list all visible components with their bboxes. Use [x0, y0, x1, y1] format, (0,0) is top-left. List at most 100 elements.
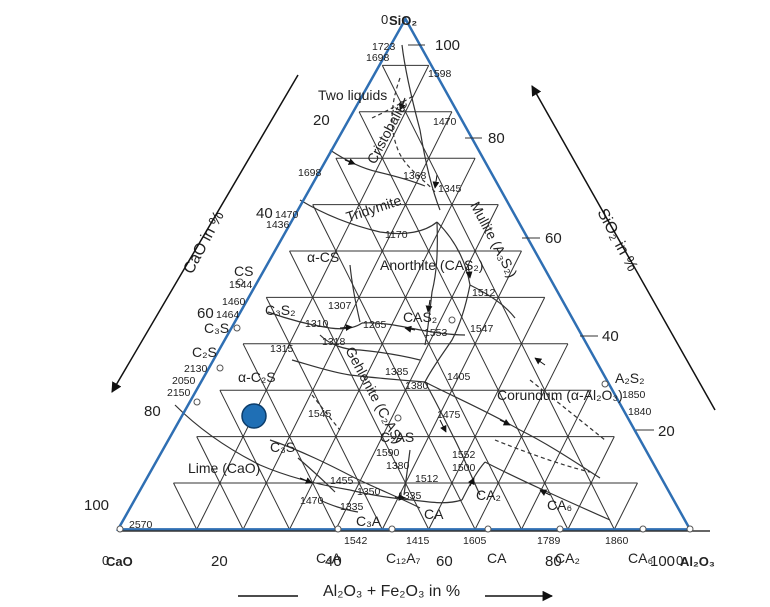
vertex-zero-top: 0: [381, 12, 388, 27]
svg-text:1405: 1405: [447, 371, 471, 383]
svg-text:1265: 1265: [363, 319, 387, 331]
svg-text:1470: 1470: [300, 495, 324, 507]
svg-text:1350: 1350: [357, 486, 381, 498]
svg-text:1345: 1345: [438, 183, 462, 195]
svg-text:1460: 1460: [222, 296, 246, 308]
svg-text:1470: 1470: [275, 209, 299, 221]
region-alpha-cs: α-CS: [307, 249, 339, 265]
svg-text:100: 100: [650, 553, 675, 570]
svg-text:1512: 1512: [415, 473, 439, 485]
svg-text:1789: 1789: [537, 535, 561, 547]
compound-c3s2: C₃S₂: [265, 302, 296, 318]
svg-text:1553: 1553: [424, 327, 448, 339]
svg-text:1368: 1368: [403, 170, 427, 182]
svg-text:1310: 1310: [305, 318, 329, 330]
svg-text:1545: 1545: [308, 408, 332, 420]
svg-text:1698: 1698: [298, 167, 322, 179]
svg-text:2130: 2130: [184, 363, 208, 375]
svg-text:80: 80: [488, 130, 505, 147]
svg-text:80: 80: [144, 403, 161, 420]
svg-text:1415: 1415: [406, 535, 430, 547]
region-tridymite: Tridymite: [344, 192, 403, 225]
compound-ca6: CA₆: [547, 497, 572, 513]
svg-text:1512: 1512: [472, 287, 496, 299]
svg-text:1552: 1552: [452, 449, 476, 461]
svg-text:100: 100: [84, 497, 109, 514]
flow-arrows: [299, 97, 551, 501]
svg-text:1335: 1335: [398, 490, 422, 502]
svg-text:1464: 1464: [216, 309, 240, 321]
svg-text:1590: 1590: [376, 447, 400, 459]
vertex-zero-right: 0: [676, 553, 683, 568]
axis-title-left: CaO in %: [181, 208, 228, 276]
svg-text:1315: 1315: [270, 343, 294, 355]
svg-text:1698: 1698: [366, 52, 390, 64]
region-corundum: Corundum (α-Al₂O₃): [497, 387, 623, 403]
ticks-right-side: 100 80 60 40 20: [408, 37, 675, 440]
region-anorthite: Anorthite (CAS₂): [380, 257, 483, 273]
svg-text:1598: 1598: [428, 68, 452, 80]
arrow-right-axis: [531, 85, 716, 411]
svg-text:100: 100: [435, 37, 460, 54]
svg-text:1380: 1380: [386, 460, 410, 472]
region-c3s: C₃S: [270, 439, 295, 455]
compound-ca: CA: [424, 506, 444, 522]
ticks-bottom: 20 40 60 80 100: [211, 553, 675, 570]
svg-text:1840: 1840: [628, 406, 652, 418]
svg-text:40: 40: [256, 205, 273, 222]
svg-text:40: 40: [602, 328, 619, 345]
vertex-cao-label: CaO: [106, 554, 133, 569]
svg-text:1723: 1723: [372, 41, 396, 53]
region-alpha-c2s: α-C₂S: [238, 369, 276, 385]
svg-text:1318: 1318: [322, 336, 346, 348]
svg-text:1307: 1307: [328, 300, 352, 312]
region-cas2: CAS₂: [403, 309, 437, 325]
svg-text:1860: 1860: [605, 535, 629, 547]
svg-text:80: 80: [545, 553, 562, 570]
region-two-liquids: Two liquids: [318, 87, 387, 103]
svg-text:1500: 1500: [452, 462, 476, 474]
compound-c2as: C₂AS: [380, 429, 414, 445]
compound-c3s-left: C₃S: [204, 320, 229, 336]
region-cristobalite: Cristobalite: [364, 97, 411, 167]
svg-text:1436: 1436: [266, 219, 290, 231]
phase-boundaries: [174, 44, 611, 521]
compound-c2s: C₂S: [192, 344, 217, 360]
region-lime: Lime (CaO): [188, 460, 260, 476]
svg-text:1455: 1455: [330, 475, 354, 487]
composition-grid: [173, 64, 638, 530]
bottom-label-ca6: CA₆: [628, 550, 653, 566]
compound-ca2: CA₂: [476, 487, 501, 503]
svg-text:2570: 2570: [129, 519, 153, 531]
svg-text:1605: 1605: [463, 535, 487, 547]
svg-text:1850: 1850: [622, 389, 646, 401]
svg-text:1475: 1475: [437, 409, 461, 421]
composition-marker: [241, 403, 267, 429]
vertex-zero-left: 0: [102, 553, 109, 568]
axis-title-bottom: Al₂O₃ + Fe₂O₃ in %: [323, 583, 460, 600]
compound-points: [116, 278, 694, 533]
compound-c3a: C₃A: [356, 513, 382, 529]
bottom-label-c12a7: C₁₂A₇: [386, 550, 421, 566]
compound-cs: CS: [234, 263, 253, 279]
svg-text:60: 60: [545, 230, 562, 247]
bottom-label-ca: CA: [487, 550, 507, 566]
svg-text:1170: 1170: [385, 229, 408, 241]
svg-text:1542: 1542: [344, 535, 368, 547]
svg-text:20: 20: [313, 112, 330, 129]
svg-text:1544: 1544: [229, 279, 253, 291]
svg-text:1470: 1470: [433, 116, 457, 128]
svg-text:2150: 2150: [167, 387, 191, 399]
temperature-labels: 1723 1698 1598 1470 1368 1345 1698 1470 …: [129, 41, 652, 547]
arrow-left-axis: [111, 74, 299, 393]
svg-text:1547: 1547: [470, 323, 494, 335]
svg-text:1380: 1380: [405, 380, 429, 392]
vertex-al2o3-label: Al₂O₃: [680, 554, 715, 569]
triangle-frame: [115, 16, 693, 531]
svg-text:60: 60: [197, 305, 214, 322]
svg-text:40: 40: [325, 553, 342, 570]
compound-a2s2: A₂S₂: [615, 370, 645, 386]
svg-text:20: 20: [211, 553, 228, 570]
bottom-label-ca2: CA₂: [555, 550, 580, 566]
